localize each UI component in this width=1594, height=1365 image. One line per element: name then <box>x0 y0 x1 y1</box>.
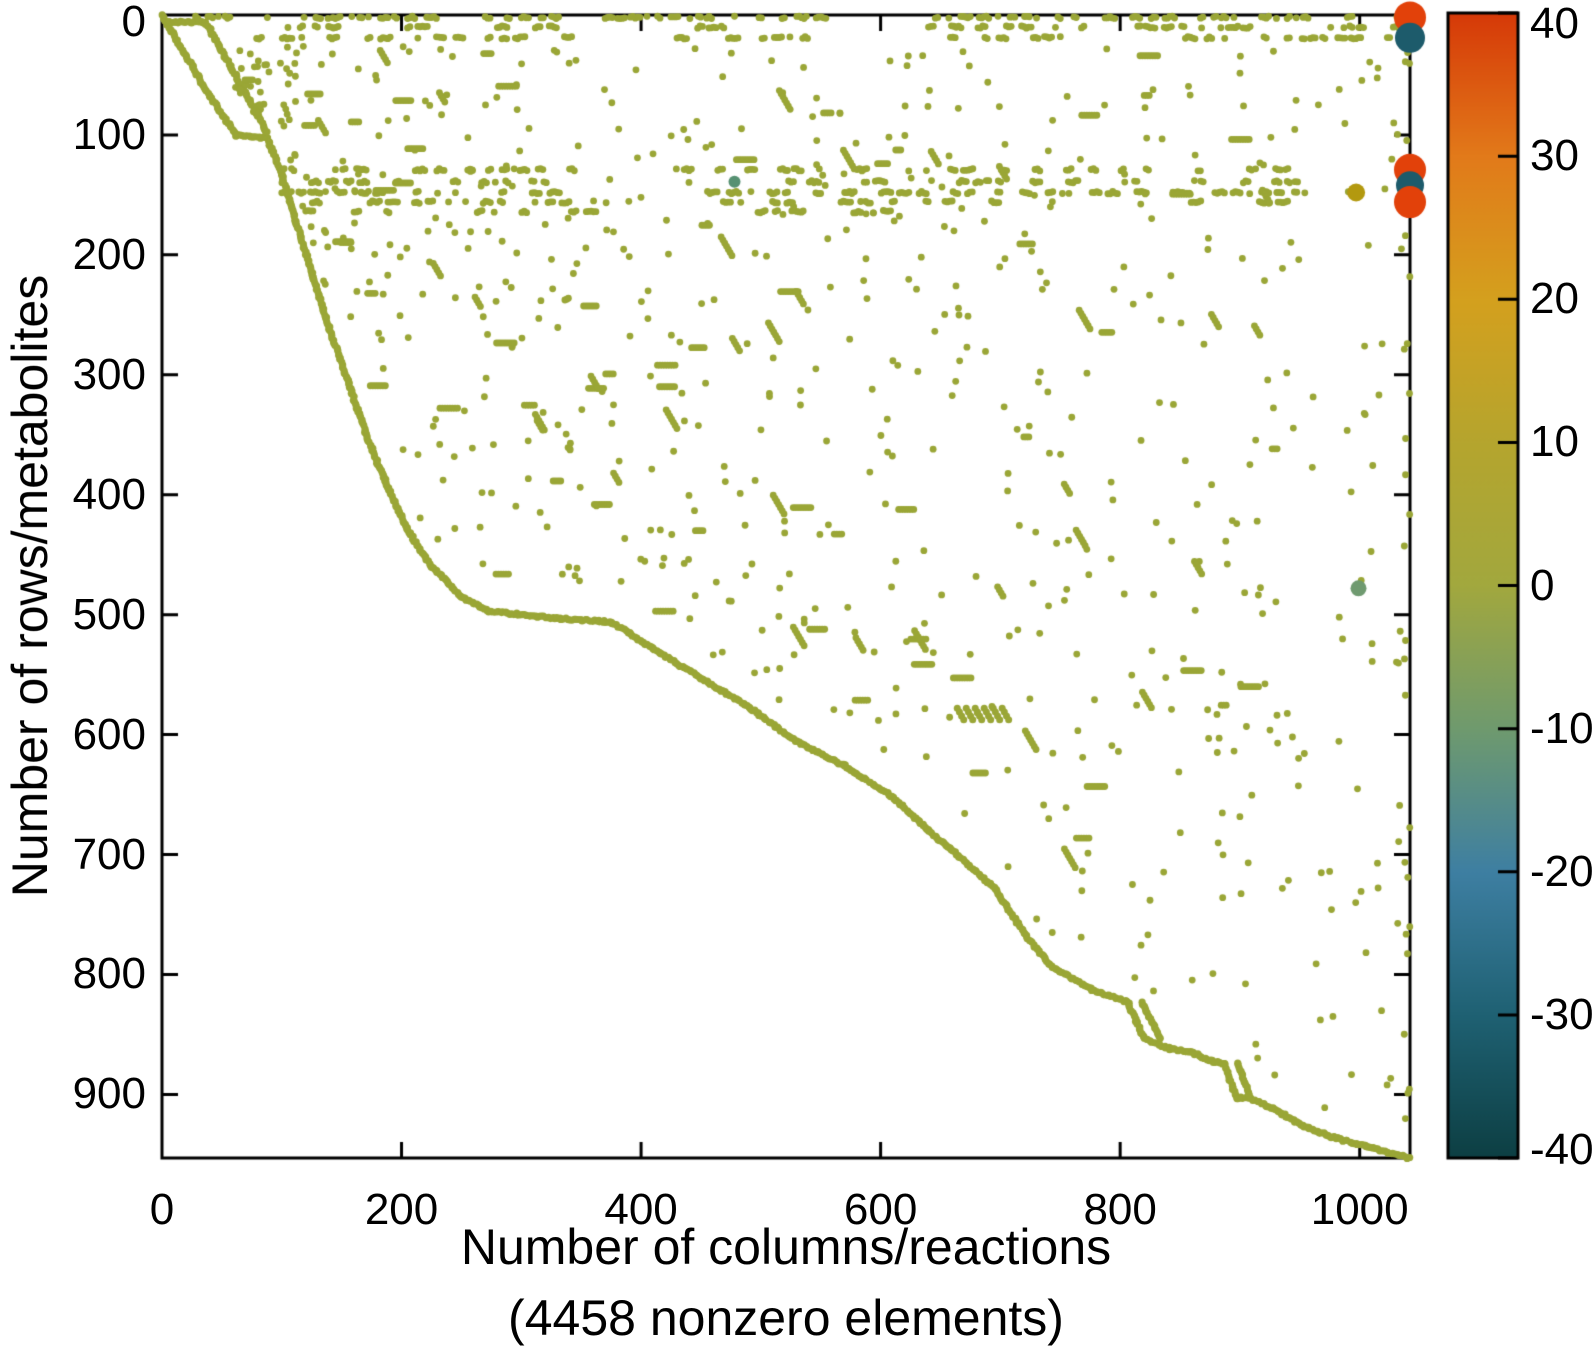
colorbar-tick-label: 40 <box>1530 0 1579 48</box>
colorbar-tick-label: -40 <box>1530 1125 1594 1174</box>
x-tick-label: 200 <box>364 1185 439 1234</box>
y-tick-label: 200 <box>72 229 146 279</box>
y-tick-label: 500 <box>72 589 146 639</box>
x-tick-label: 800 <box>1083 1185 1157 1234</box>
colorbar-tick-label: -20 <box>1530 846 1594 896</box>
colorbar-tick-label: 30 <box>1530 131 1579 181</box>
x-axis-sublabel-nonzero-count: (4458 nonzero elements) <box>508 1290 1064 1346</box>
colorbar-tick-label: 0 <box>1530 560 1555 610</box>
x-axis-label: Number of columns/reactions <box>460 1219 1112 1275</box>
colorbar-tick-label: 20 <box>1530 274 1579 324</box>
y-tick-label: 900 <box>72 1069 146 1119</box>
colorbar-tick-label: -10 <box>1530 703 1594 753</box>
y-tick-label: 0 <box>121 0 146 46</box>
x-tick-label: 400 <box>604 1185 678 1234</box>
y-tick-label: 700 <box>72 829 146 879</box>
x-tick-label: 600 <box>843 1185 918 1234</box>
y-tick-label: 300 <box>72 349 146 399</box>
y-tick-label: 100 <box>72 109 146 159</box>
colorbar-tick-label: 10 <box>1530 417 1579 467</box>
y-tick-label: 800 <box>72 949 146 999</box>
y-tick-label: 600 <box>72 709 146 759</box>
x-tick-label: 1000 <box>1310 1185 1409 1234</box>
y-tick-label: 400 <box>72 469 146 519</box>
x-tick-label: 0 <box>149 1185 175 1234</box>
colorbar-tick-label: -30 <box>1530 989 1594 1039</box>
